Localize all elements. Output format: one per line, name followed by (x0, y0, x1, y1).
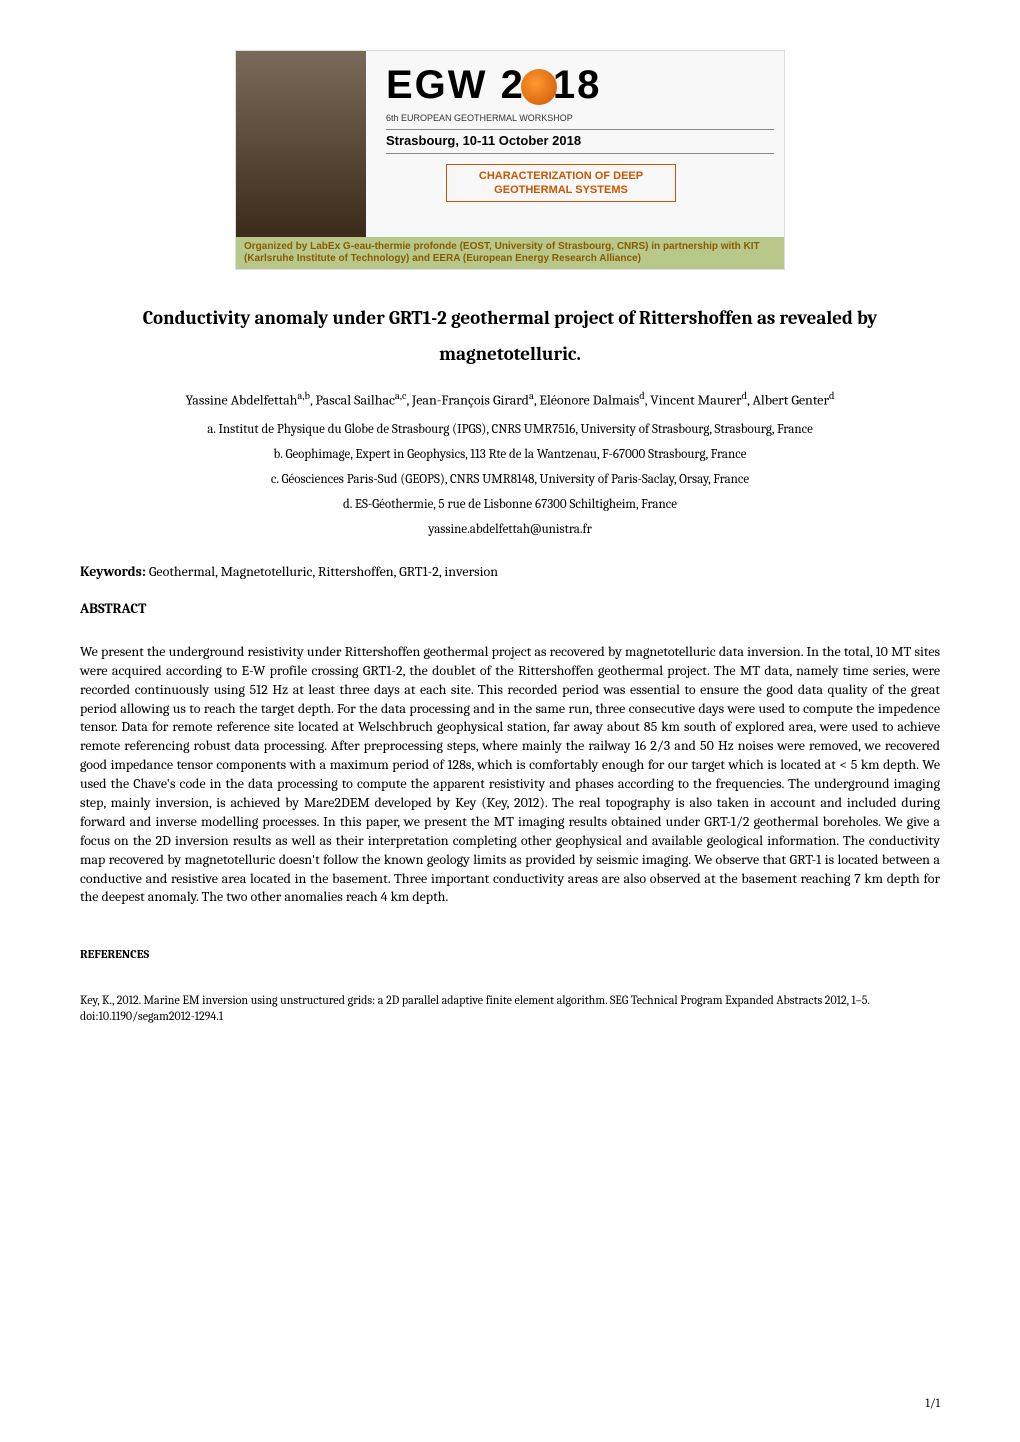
paper-authors: Yassine Abdelfettaha,b, Pascal Sailhaca,… (110, 390, 910, 410)
banner-characterization-box: CHARACTERIZATION OF DEEP GEOTHERMAL SYST… (446, 164, 676, 203)
banner-organized-by: Organized by LabEx G-eau-thermie profond… (236, 237, 784, 269)
affiliation-c: c. Géosciences Paris-Sud (GEOPS), CNRS U… (80, 472, 940, 489)
corresponding-email: yassine.abdelfettah@unistra.fr (80, 522, 940, 539)
affiliation-d: d. ES-Géothermie, 5 rue de Lisbonne 6730… (80, 497, 940, 514)
char-line-2: GEOTHERMAL SYSTEMS (494, 184, 628, 196)
paper-title: Conductivity anomaly under GRT1-2 geothe… (80, 300, 940, 372)
page-number: 1/1 (925, 1396, 940, 1412)
header-banner: EGW 218 6th EUROPEAN GEOTHERMAL WORKSHOP… (235, 50, 785, 270)
reference-item: Key, K., 2012. Marine EM inversion using… (80, 993, 940, 1024)
abstract-heading: ABSTRACT (80, 600, 940, 618)
banner-photo-strip (236, 51, 366, 239)
affiliation-a: a. Institut de Physique du Globe de Stra… (80, 422, 940, 439)
keywords-text: Geothermal, Magnetotelluric, Rittershoff… (149, 563, 498, 580)
references-heading: REFERENCES (80, 947, 940, 963)
char-line-1: CHARACTERIZATION OF DEEP (479, 170, 643, 182)
keywords-label: Keywords: (80, 563, 146, 580)
affiliation-b: b. Geophimage, Expert in Geophysics, 113… (80, 447, 940, 464)
banner-subtitle: 6th EUROPEAN GEOTHERMAL WORKSHOP (386, 113, 774, 125)
banner-location: Strasbourg, 10-11 October 2018 (386, 129, 774, 154)
banner-logo-area: EGW 218 6th EUROPEAN GEOTHERMAL WORKSHOP… (386, 59, 774, 202)
egw-logo: EGW 218 (386, 59, 774, 111)
abstract-body: We present the underground resistivity u… (80, 643, 940, 907)
logo-circle-icon (521, 69, 557, 105)
keywords-line: Keywords: Geothermal, Magnetotelluric, R… (80, 563, 940, 581)
